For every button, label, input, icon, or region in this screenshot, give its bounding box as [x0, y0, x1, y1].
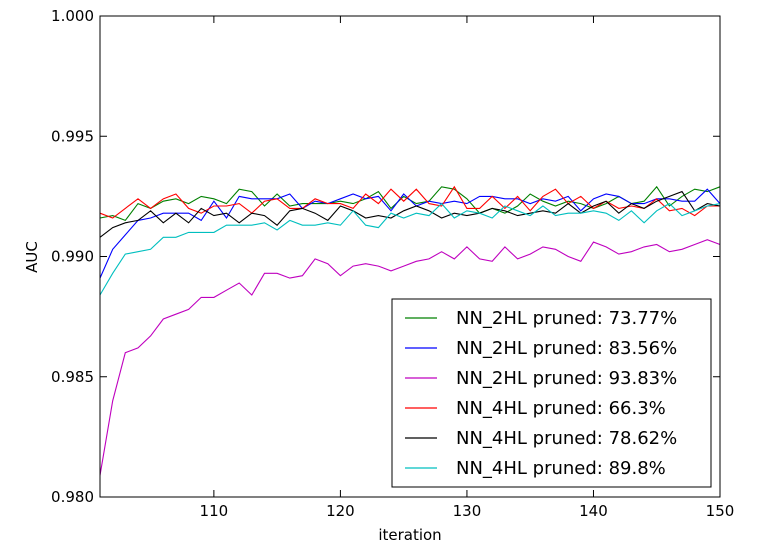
legend-label: NN_2HL pruned: 73.77% — [456, 308, 677, 329]
x-axis: 110 120 130 140 150 — [200, 16, 735, 520]
legend-label: NN_4HL pruned: 66.3% — [456, 398, 666, 419]
series-line-5 — [99, 190, 721, 238]
y-axis: 0.980 0.985 0.990 0.995 1.000 — [51, 7, 720, 506]
x-tick-label: 130 — [453, 502, 482, 520]
legend-label: NN_2HL pruned: 83.56% — [456, 338, 677, 359]
x-tick-label: 150 — [706, 502, 735, 520]
y-axis-label: AUC — [23, 241, 41, 273]
y-tick-label: 0.995 — [51, 127, 94, 145]
x-axis-label: iteration — [378, 526, 441, 544]
legend-label: NN_4HL pruned: 78.62% — [456, 428, 677, 449]
series-line-4 — [99, 185, 720, 219]
y-tick-label: 1.000 — [51, 7, 94, 25]
x-tick-label: 110 — [200, 502, 229, 520]
y-tick-label: 0.990 — [51, 248, 94, 266]
legend-label: NN_2HL pruned: 93.83% — [456, 368, 677, 389]
y-tick-label: 0.985 — [51, 368, 94, 386]
x-tick-label: 140 — [579, 502, 608, 520]
legend-box — [391, 298, 712, 488]
legend: NN_2HL pruned: 73.77% NN_2HL pruned: 83.5… — [391, 298, 712, 488]
series-line-3 — [99, 239, 721, 476]
series-line-6 — [99, 202, 721, 296]
legend-label: NN_4HL pruned: 89.8% — [456, 458, 666, 479]
x-tick-label: 120 — [326, 502, 355, 520]
y-tick-label: 0.980 — [51, 488, 94, 506]
series-layer — [99, 185, 721, 476]
series-line-2 — [99, 188, 721, 279]
